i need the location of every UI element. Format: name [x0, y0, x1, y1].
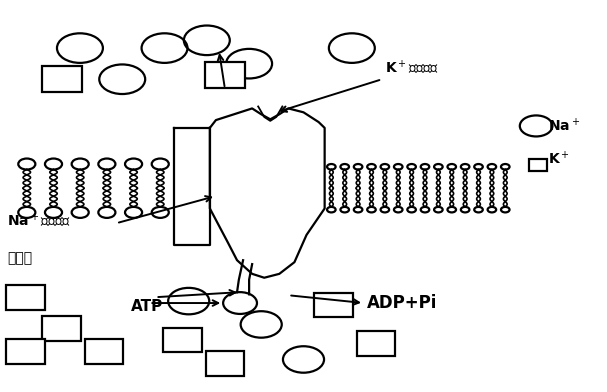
- Text: Na$^+$结合位点: Na$^+$结合位点: [7, 212, 71, 230]
- Text: 细胞质: 细胞质: [7, 251, 33, 265]
- Text: Na$^+$: Na$^+$: [548, 117, 580, 134]
- Bar: [6, 285, 45, 310]
- Bar: [357, 332, 395, 356]
- Bar: [206, 351, 244, 376]
- Bar: [85, 339, 123, 364]
- Text: K$^+$结合位点: K$^+$结合位点: [385, 59, 438, 77]
- Text: ATP: ATP: [131, 299, 163, 314]
- Bar: [314, 292, 353, 318]
- Bar: [42, 316, 81, 341]
- Bar: [205, 62, 245, 88]
- Bar: [529, 159, 547, 171]
- Bar: [42, 66, 82, 92]
- Bar: [6, 339, 45, 364]
- Text: ADP+Pi: ADP+Pi: [367, 294, 437, 312]
- Bar: [163, 328, 202, 352]
- Text: K$^+$: K$^+$: [548, 151, 570, 168]
